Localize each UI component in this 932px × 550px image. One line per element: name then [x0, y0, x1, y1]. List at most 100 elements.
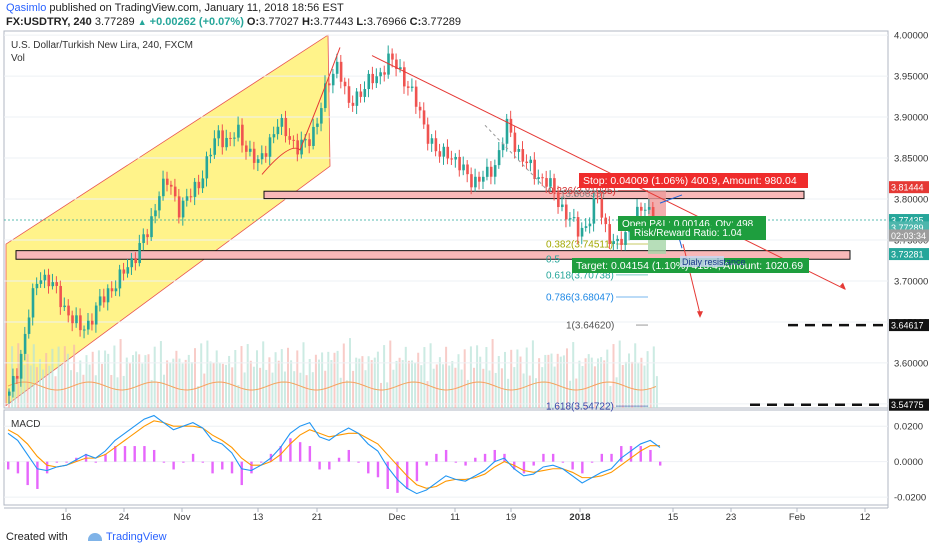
- candle-body: [529, 159, 532, 164]
- volume-bar: [175, 350, 178, 408]
- candle-body: [517, 149, 521, 152]
- candle-body: [146, 234, 149, 238]
- volume-bar: [525, 347, 528, 408]
- candle-body: [505, 118, 509, 144]
- volume-bar: [547, 354, 550, 408]
- macd-legend: MACD: [11, 419, 40, 430]
- candle-body: [197, 181, 201, 189]
- candle-body: [383, 72, 386, 75]
- volume-bar: [45, 353, 48, 408]
- volume-bar: [606, 349, 609, 408]
- volume-bar: [411, 360, 413, 408]
- macd-line: [7, 414, 661, 495]
- price-badge-label: 3.77289: [891, 223, 924, 233]
- volume-bar: [407, 360, 410, 408]
- macd-histogram-bar: [386, 461, 389, 489]
- price-chart[interactable]: 0.236(3.81035) 0.382(3.74511) 0.5 0.618(3.7…: [0, 30, 932, 526]
- high-value: 3.77443: [313, 16, 354, 28]
- candle-body: [221, 130, 224, 148]
- candle-body: [71, 315, 74, 324]
- candle-body: [122, 269, 126, 274]
- price-badge-label: 3.64617: [891, 321, 924, 331]
- volume-bar: [336, 350, 339, 408]
- candle-body: [35, 283, 39, 289]
- volume-bar: [376, 351, 379, 408]
- macd-histogram-bar: [16, 461, 20, 474]
- price-tick-label: 3.80000: [894, 195, 928, 206]
- volume-bar: [395, 360, 398, 408]
- candle-body: [260, 153, 264, 160]
- volume-bar: [469, 346, 472, 408]
- volume-bar: [231, 367, 234, 408]
- volume-bar: [172, 358, 175, 408]
- macd-histogram-bar: [561, 461, 565, 463]
- candle-body: [296, 140, 299, 155]
- stop-box[interactable]: [579, 173, 808, 188]
- candle-body: [620, 238, 623, 245]
- macd-histogram-bar: [493, 449, 496, 462]
- macd-histogram-bar: [36, 461, 39, 489]
- volume-bar: [290, 360, 293, 408]
- publish-line: Qasimlo published on TradingView.com, Ja…: [6, 2, 344, 14]
- volume-bar: [138, 354, 141, 408]
- macd-histogram-bar: [250, 461, 253, 474]
- symbol-line: FX:USDTRY, 240 3.77289 ▲ +0.00262 (+0.07…: [6, 16, 461, 28]
- volume-bar: [39, 359, 41, 408]
- volume-bar: [473, 367, 475, 408]
- macd-histogram-bar: [590, 461, 594, 463]
- candle-body: [15, 375, 19, 379]
- macd-histogram-bar: [201, 461, 205, 463]
- risk-reward-box[interactable]: [630, 226, 766, 240]
- volume-bar: [234, 350, 237, 408]
- candle-body: [474, 176, 477, 188]
- volume-bar: [169, 362, 172, 408]
- candle-body: [31, 288, 35, 318]
- candle-body: [284, 117, 288, 137]
- volume-bar: [197, 386, 200, 408]
- price-badge-label: 02:03:34: [891, 231, 926, 241]
- macd-histogram-bar: [172, 461, 175, 470]
- candle-body: [414, 86, 418, 107]
- close-value: 3.77289: [421, 16, 462, 28]
- macd-histogram-bar: [620, 446, 623, 462]
- candle-body: [308, 139, 311, 146]
- author-link[interactable]: Qasimlo: [6, 2, 47, 14]
- volume-bar: [215, 350, 218, 408]
- time-tick-label: Feb: [789, 512, 805, 523]
- symbol-legend: U.S. Dollar/Turkish New Lira, 240, FXCM: [11, 40, 193, 51]
- tradingview-logo[interactable]: TradingView: [88, 531, 167, 543]
- volume-bar: [135, 351, 138, 408]
- volume-bar: [593, 366, 596, 408]
- volume-bar: [256, 350, 258, 408]
- candle-body: [90, 320, 94, 325]
- down-arrow-line: [682, 243, 701, 314]
- published-text: published on TradingView.com, January 11…: [49, 2, 344, 14]
- volume-bar: [277, 360, 280, 408]
- macd-histogram-bar: [483, 453, 487, 462]
- macd-histogram-bar: [474, 457, 477, 462]
- volume-bar: [380, 382, 382, 408]
- volume-bar: [535, 378, 537, 408]
- volume-bar: [54, 376, 57, 408]
- macd-histogram-bar: [367, 461, 370, 474]
- macd-histogram-bar: [133, 446, 136, 462]
- candle-body: [23, 333, 27, 354]
- up-arrow-icon: ▲: [137, 17, 147, 27]
- candle-body: [624, 232, 627, 245]
- candle-body: [355, 91, 359, 106]
- macd-histogram-bar: [211, 461, 214, 474]
- volume-bar: [274, 352, 277, 408]
- candle-body: [592, 198, 596, 224]
- candle-body: [181, 200, 185, 218]
- volume-bar: [438, 357, 441, 408]
- candle-body: [608, 224, 611, 245]
- volume-bar: [482, 368, 485, 408]
- volume-bar: [485, 347, 488, 408]
- volume-bar: [392, 369, 395, 408]
- volume-bar: [14, 377, 17, 408]
- macd-histogram-bar: [298, 442, 302, 462]
- volume-bar: [181, 363, 184, 408]
- candle-body: [83, 329, 86, 331]
- candle-body: [312, 126, 315, 146]
- volume-bar: [287, 347, 289, 408]
